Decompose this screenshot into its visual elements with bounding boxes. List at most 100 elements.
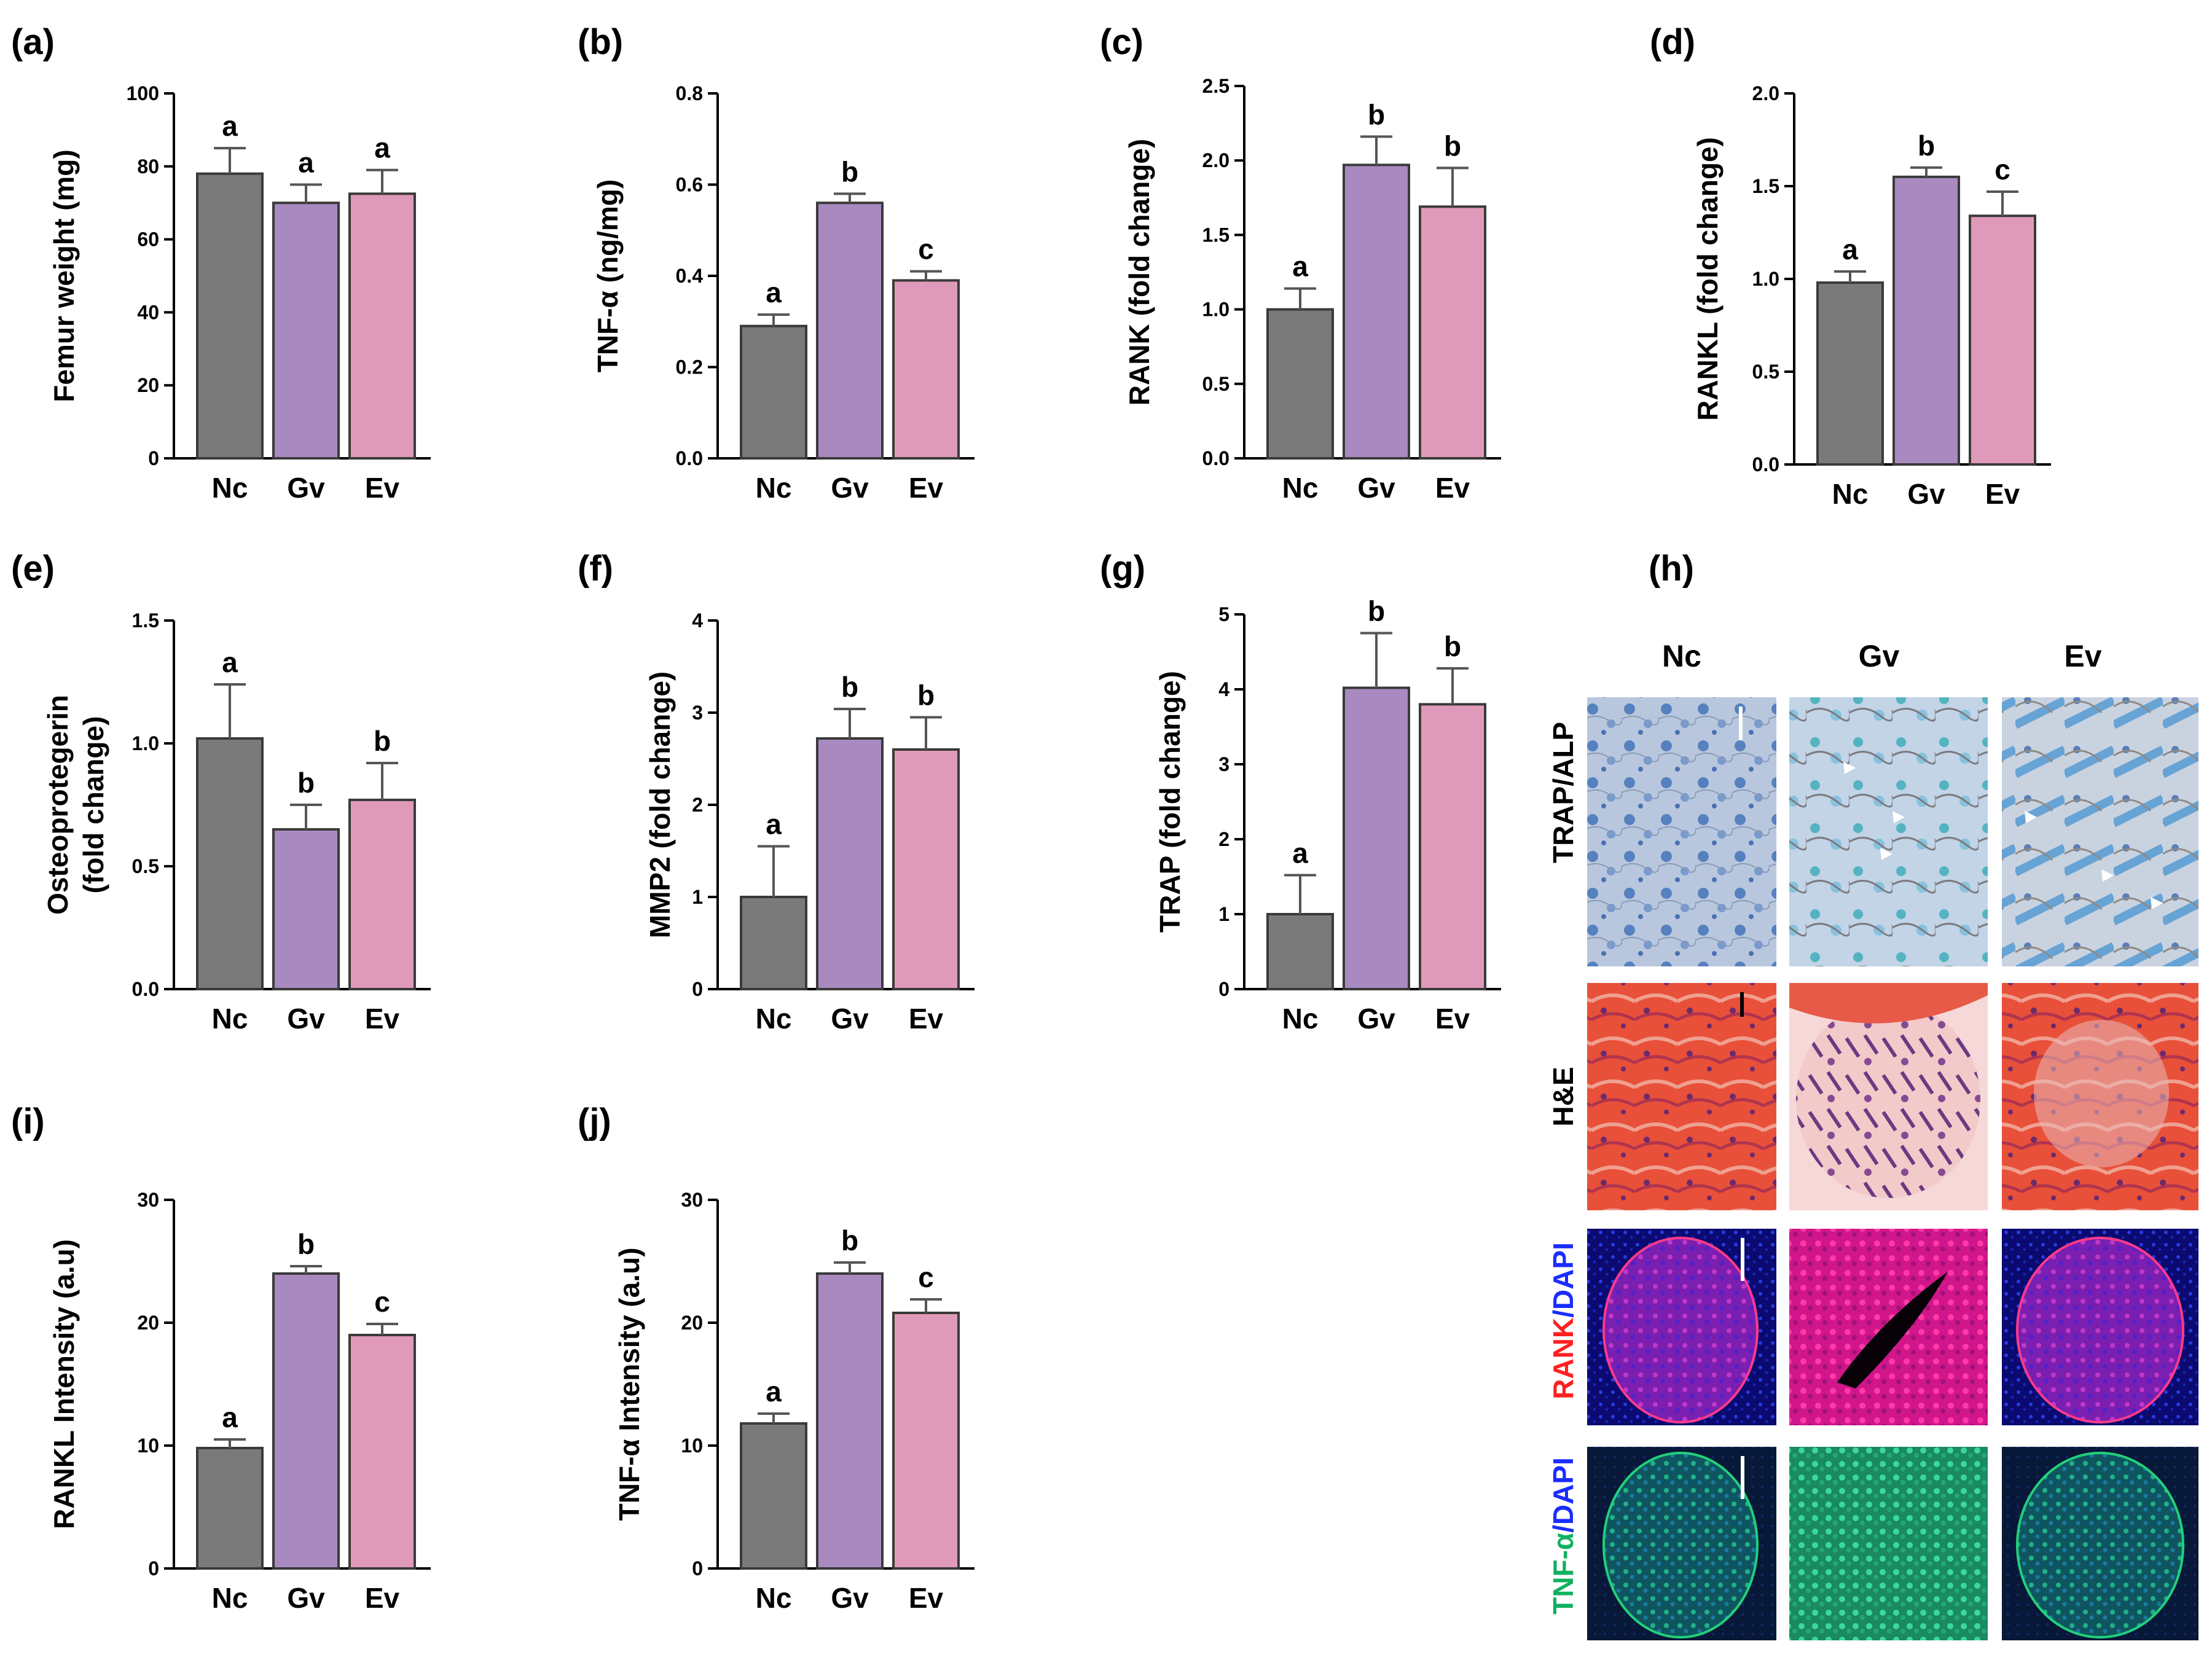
x-category-label-nc: Nc: [756, 1582, 792, 1614]
panel-label-i: (i): [11, 1102, 45, 1141]
panel-label-d: (d): [1650, 22, 1695, 62]
y-tick-label: 30: [681, 1189, 703, 1211]
y-tick-label: 5: [1218, 603, 1230, 625]
x-category-label-nc: Nc: [1282, 1003, 1319, 1035]
x-category-label-gv: Gv: [287, 1003, 325, 1035]
bar-nc: [196, 1447, 264, 1570]
x-category-label-ev: Ev: [365, 472, 400, 504]
bar-gv: [1343, 163, 1410, 460]
micrograph-rank-ev: [2002, 1229, 2198, 1425]
y-tick-label: 0.5: [1752, 361, 1779, 383]
y-tick-label: 3: [1218, 753, 1230, 775]
bar-ev: [892, 279, 960, 460]
significance-label-nc: a: [222, 646, 238, 678]
y-tick-label: 0.6: [676, 174, 703, 196]
y-axis-label: TNF-α Intensity (a.u): [613, 1248, 645, 1521]
y-tick-label: 0.2: [676, 356, 703, 378]
x-category-label-gv: Gv: [1357, 472, 1395, 504]
micrograph-column-nc: Nc: [1662, 639, 1701, 673]
panel-label-a: (a): [11, 22, 55, 62]
chart-f: (f) MMP2 (fold change) 0 1 2 3 4 a Nc b Gv b Ev: [578, 549, 975, 1035]
y-axis-label: RANK (fold change): [1123, 139, 1155, 405]
micrograph-trap-gv: [1789, 697, 1988, 966]
chart-j: (j) TNF-α Intensity (a.u) 0 10 20 30 a Nc b Gv c Ev: [578, 1102, 975, 1614]
scale-bar: [1741, 1456, 1744, 1499]
significance-label-ev: b: [1444, 630, 1461, 662]
charts-layer: (a)Femur weight (mg)020406080100aNcaGvaE…: [11, 22, 2051, 1614]
y-axis-label: Femur weight (mg): [48, 149, 80, 402]
chart-e: (e) Osteoprotegerin (fold change) 0.0 0.5 1.0…: [11, 549, 431, 1035]
scale-bar: [1739, 707, 1743, 740]
x-category-label-ev: Ev: [909, 1003, 944, 1035]
row-label-tnf-dapi-suffix: /DAPI: [1547, 1457, 1579, 1533]
micrograph-tnf-ev: [2002, 1447, 2198, 1640]
y-tick-label: 2.5: [1202, 75, 1230, 97]
y-tick-label: 4: [1218, 678, 1230, 700]
y-axis-label: TNF-α (ng/mg): [592, 179, 624, 372]
x-category-label-nc: Nc: [756, 472, 792, 504]
micrograph-rank-gv: [1789, 1229, 1988, 1425]
row-label-rank-dapi-suffix: /DAPI: [1547, 1242, 1579, 1318]
significance-label-ev: c: [918, 1261, 934, 1293]
significance-label-ev: c: [1994, 154, 2010, 186]
micrograph-tnf-nc: [1587, 1447, 1776, 1640]
micrograph-column-gv: Gv: [1859, 639, 1900, 673]
significance-label-gv: a: [298, 147, 314, 179]
y-axis-label: RANKL (fold change): [1692, 137, 1724, 421]
micrograph-he-nc: [1587, 983, 1776, 1210]
y-tick-label: 2.0: [1202, 149, 1230, 171]
bar-ev: [1419, 703, 1486, 991]
bar-ev: [892, 748, 960, 990]
bar-gv: [816, 1272, 884, 1570]
bar-nc: [1266, 913, 1334, 990]
y-tick-label: 2: [1218, 828, 1230, 850]
bar-ev: [348, 192, 416, 460]
significance-label-gv: b: [1368, 98, 1385, 130]
bar-ev: [348, 799, 416, 990]
row-label-he: H&E: [1547, 1067, 1579, 1126]
bar-gv: [1892, 175, 1960, 466]
y-tick-label: 40: [137, 301, 159, 323]
chart-a: (a) Femur weight (mg) 0 20 40 60 80 100 a Nc a Gv a E…: [11, 22, 431, 504]
y-tick-label: 10: [137, 1435, 159, 1457]
chart-d: (d) RANKL (fold change) 0.0 0.5 1.0 1.5 2.0 a Nc…: [1650, 22, 2051, 510]
panel-label-e: (e): [11, 549, 55, 589]
chart-i: (i) RANKL Intensity (a.u) 0 10 20 30 a Nc b Gv c Ev: [11, 1102, 431, 1614]
y-axis-label: RANKL Intensity (a.u): [48, 1239, 80, 1529]
significance-label-nc: a: [1842, 233, 1858, 265]
y-tick-label: 20: [137, 1312, 159, 1334]
significance-label-gv: b: [841, 671, 858, 703]
bar-nc: [740, 896, 807, 990]
y-tick-label: 60: [137, 229, 159, 251]
x-category-label-gv: Gv: [1357, 1003, 1395, 1035]
panel-label-h: (h): [1649, 549, 1694, 589]
y-axis-label-line2: (fold change): [77, 716, 109, 894]
y-tick-label: 30: [137, 1189, 159, 1211]
x-category-label-ev: Ev: [1985, 478, 2020, 510]
y-tick-label: 2: [692, 794, 703, 816]
row-label-trap-alp: TRAP/ALP: [1547, 722, 1579, 863]
x-category-label-nc: Nc: [212, 472, 248, 504]
micrograph-column-ev: Ev: [2064, 639, 2101, 673]
significance-label-gv: b: [841, 1224, 858, 1256]
bar-gv: [1343, 686, 1410, 991]
bar-ev: [1419, 205, 1486, 460]
chart-g: (g) TRAP (fold change) 0 1 2 3 4 5 a Nc b Gv b Ev: [1100, 549, 1501, 1035]
x-category-label-nc: Nc: [756, 1003, 792, 1035]
y-tick-label: 0.8: [676, 82, 703, 104]
y-tick-label: 0: [1218, 978, 1230, 1000]
significance-label-gv: b: [841, 155, 858, 187]
significance-label-gv: b: [1368, 595, 1385, 627]
x-category-label-ev: Ev: [1435, 1003, 1470, 1035]
significance-label-ev: c: [374, 1286, 390, 1318]
x-category-label-gv: Gv: [287, 472, 325, 504]
y-tick-label: 1: [692, 886, 703, 908]
row-label-rank-dapi: RANK/DAPI: [1547, 1242, 1579, 1400]
x-category-label-gv: Gv: [1907, 478, 1945, 510]
x-category-label-ev: Ev: [909, 472, 944, 504]
y-tick-label: 1.0: [132, 732, 159, 754]
significance-label-gv: b: [297, 767, 315, 799]
panel-label-f: (f): [578, 549, 613, 589]
x-category-label-nc: Nc: [1282, 472, 1319, 504]
